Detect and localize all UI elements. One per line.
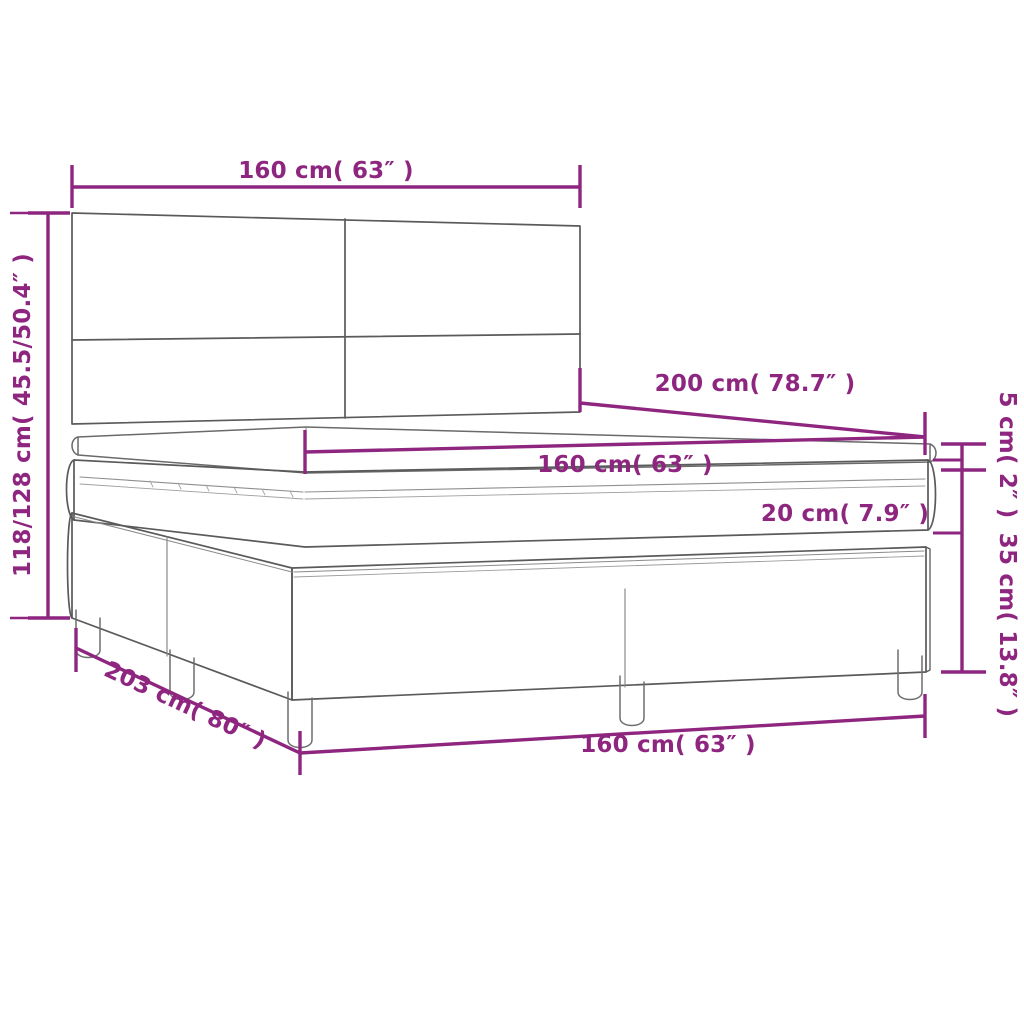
leg-front-right — [897, 649, 923, 701]
label-total-height: 118/128 cm( 45.5/50.4″ ) — [10, 253, 36, 577]
dim-headboard-width — [70, 165, 582, 208]
label-mattress-width: 160 cm( 63″ ) — [537, 452, 713, 478]
leg-front-center — [619, 675, 645, 727]
dim-base-width — [299, 694, 927, 755]
dim-mattress-thickness — [933, 458, 962, 535]
dimension-annotations — [10, 165, 986, 775]
bed-illustration — [65, 212, 937, 749]
headboard-horizontal-seam — [71, 333, 581, 341]
dim-bed-length — [578, 368, 927, 455]
dimension-labels: 160 cm( 63″ ) 118/128 cm( 45.5/50.4″ ) 2… — [10, 158, 1020, 758]
dim-base-height — [941, 470, 986, 674]
label-bed-length: 200 cm( 78.7″ ) — [655, 371, 856, 397]
dim-total-height — [10, 211, 70, 620]
dim-mattress-width — [303, 430, 926, 474]
label-topper-thickness: 5 cm( 2″ ) — [994, 392, 1020, 519]
box-spring-base — [66, 512, 931, 701]
label-base-width: 160 cm( 63″ ) — [580, 732, 756, 758]
label-overall-length: 203 cm( 80″ ) — [100, 657, 270, 755]
label-headboard-width: 160 cm( 63″ ) — [238, 158, 414, 184]
label-base-height: 35 cm( 13.8″ ) — [994, 533, 1020, 717]
dim-topper-thickness — [941, 442, 986, 472]
headboard — [71, 212, 581, 425]
label-mattress-thickness: 20 cm( 7.9″ ) — [761, 501, 929, 527]
